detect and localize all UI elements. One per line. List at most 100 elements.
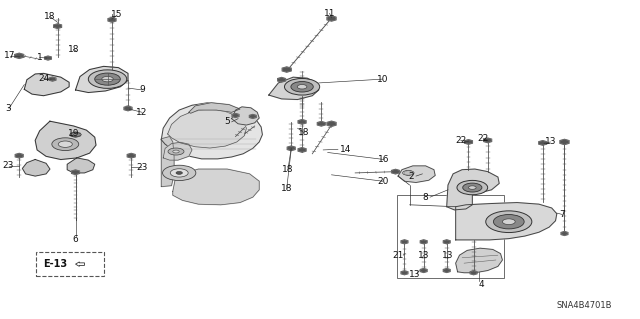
Polygon shape xyxy=(327,121,336,126)
Polygon shape xyxy=(232,107,259,125)
Ellipse shape xyxy=(502,219,515,225)
Text: 9: 9 xyxy=(140,85,145,94)
Text: 7: 7 xyxy=(559,210,564,219)
Polygon shape xyxy=(398,166,435,182)
Text: 19: 19 xyxy=(68,130,79,138)
Polygon shape xyxy=(35,121,96,160)
Text: 17: 17 xyxy=(4,51,15,60)
Text: 5: 5 xyxy=(225,117,230,126)
Text: 1: 1 xyxy=(37,53,42,62)
Text: 13: 13 xyxy=(545,137,556,146)
Text: 21: 21 xyxy=(392,251,404,260)
Text: 10: 10 xyxy=(377,75,388,84)
Polygon shape xyxy=(392,169,399,174)
Polygon shape xyxy=(124,106,132,111)
Polygon shape xyxy=(67,158,95,173)
Text: 18: 18 xyxy=(298,128,310,137)
Polygon shape xyxy=(127,153,135,158)
Text: 23: 23 xyxy=(136,163,148,172)
Polygon shape xyxy=(269,77,319,100)
Ellipse shape xyxy=(88,70,127,88)
Polygon shape xyxy=(444,269,450,272)
Ellipse shape xyxy=(486,211,532,233)
Text: 16: 16 xyxy=(378,155,390,164)
Polygon shape xyxy=(447,169,499,210)
Text: 18: 18 xyxy=(44,12,56,21)
Polygon shape xyxy=(76,66,128,93)
Polygon shape xyxy=(298,148,306,152)
Ellipse shape xyxy=(176,172,182,174)
Text: E-13: E-13 xyxy=(44,259,68,269)
Polygon shape xyxy=(317,122,325,126)
Text: 13: 13 xyxy=(409,271,420,279)
Polygon shape xyxy=(539,141,547,145)
Polygon shape xyxy=(45,56,51,60)
Text: 14: 14 xyxy=(340,145,351,154)
Text: 24: 24 xyxy=(38,74,49,83)
Polygon shape xyxy=(401,271,408,275)
Polygon shape xyxy=(470,271,477,275)
Ellipse shape xyxy=(463,183,482,192)
Text: 6: 6 xyxy=(73,235,78,244)
Polygon shape xyxy=(49,77,56,81)
Text: 2: 2 xyxy=(408,172,413,181)
Polygon shape xyxy=(561,232,568,235)
Polygon shape xyxy=(189,103,240,113)
Polygon shape xyxy=(327,16,336,21)
Polygon shape xyxy=(401,240,408,244)
Polygon shape xyxy=(456,203,557,240)
FancyArrow shape xyxy=(76,262,84,266)
FancyBboxPatch shape xyxy=(36,252,104,276)
Polygon shape xyxy=(560,139,569,145)
Polygon shape xyxy=(92,270,97,273)
Ellipse shape xyxy=(170,169,188,177)
Polygon shape xyxy=(465,140,472,144)
Ellipse shape xyxy=(58,141,72,147)
Text: SNA4B4701B: SNA4B4701B xyxy=(557,301,612,310)
Text: 18: 18 xyxy=(68,45,79,54)
Ellipse shape xyxy=(52,138,79,151)
Polygon shape xyxy=(15,153,23,158)
Text: 12: 12 xyxy=(136,108,148,117)
Text: 13: 13 xyxy=(442,251,454,260)
Ellipse shape xyxy=(95,73,120,85)
Ellipse shape xyxy=(457,181,488,195)
Polygon shape xyxy=(232,114,239,117)
Text: 20: 20 xyxy=(377,177,388,186)
Polygon shape xyxy=(163,142,192,160)
Polygon shape xyxy=(282,67,291,72)
Text: 23: 23 xyxy=(2,161,13,170)
Polygon shape xyxy=(278,78,285,82)
Ellipse shape xyxy=(102,76,113,82)
Text: 22: 22 xyxy=(477,134,489,143)
Ellipse shape xyxy=(291,82,314,92)
Polygon shape xyxy=(24,73,69,96)
Ellipse shape xyxy=(493,215,524,229)
Bar xyxy=(397,195,504,278)
Polygon shape xyxy=(456,248,502,273)
Text: 11: 11 xyxy=(324,9,335,18)
Text: 18: 18 xyxy=(282,165,294,174)
Ellipse shape xyxy=(168,148,184,155)
Polygon shape xyxy=(15,53,24,58)
Polygon shape xyxy=(444,240,450,244)
Polygon shape xyxy=(71,132,80,137)
Text: 4: 4 xyxy=(479,280,484,289)
Polygon shape xyxy=(173,169,259,205)
Ellipse shape xyxy=(70,133,81,137)
Polygon shape xyxy=(92,253,98,257)
Ellipse shape xyxy=(173,150,179,153)
Text: 15: 15 xyxy=(111,11,123,19)
Polygon shape xyxy=(72,170,79,174)
Text: 3: 3 xyxy=(5,104,10,113)
Polygon shape xyxy=(161,103,262,159)
Ellipse shape xyxy=(163,165,196,181)
Ellipse shape xyxy=(403,170,414,175)
Text: 22: 22 xyxy=(455,136,467,145)
Polygon shape xyxy=(168,109,246,148)
Polygon shape xyxy=(108,18,116,22)
Ellipse shape xyxy=(468,186,476,189)
Polygon shape xyxy=(161,137,174,187)
Polygon shape xyxy=(420,269,427,272)
Polygon shape xyxy=(420,240,427,244)
